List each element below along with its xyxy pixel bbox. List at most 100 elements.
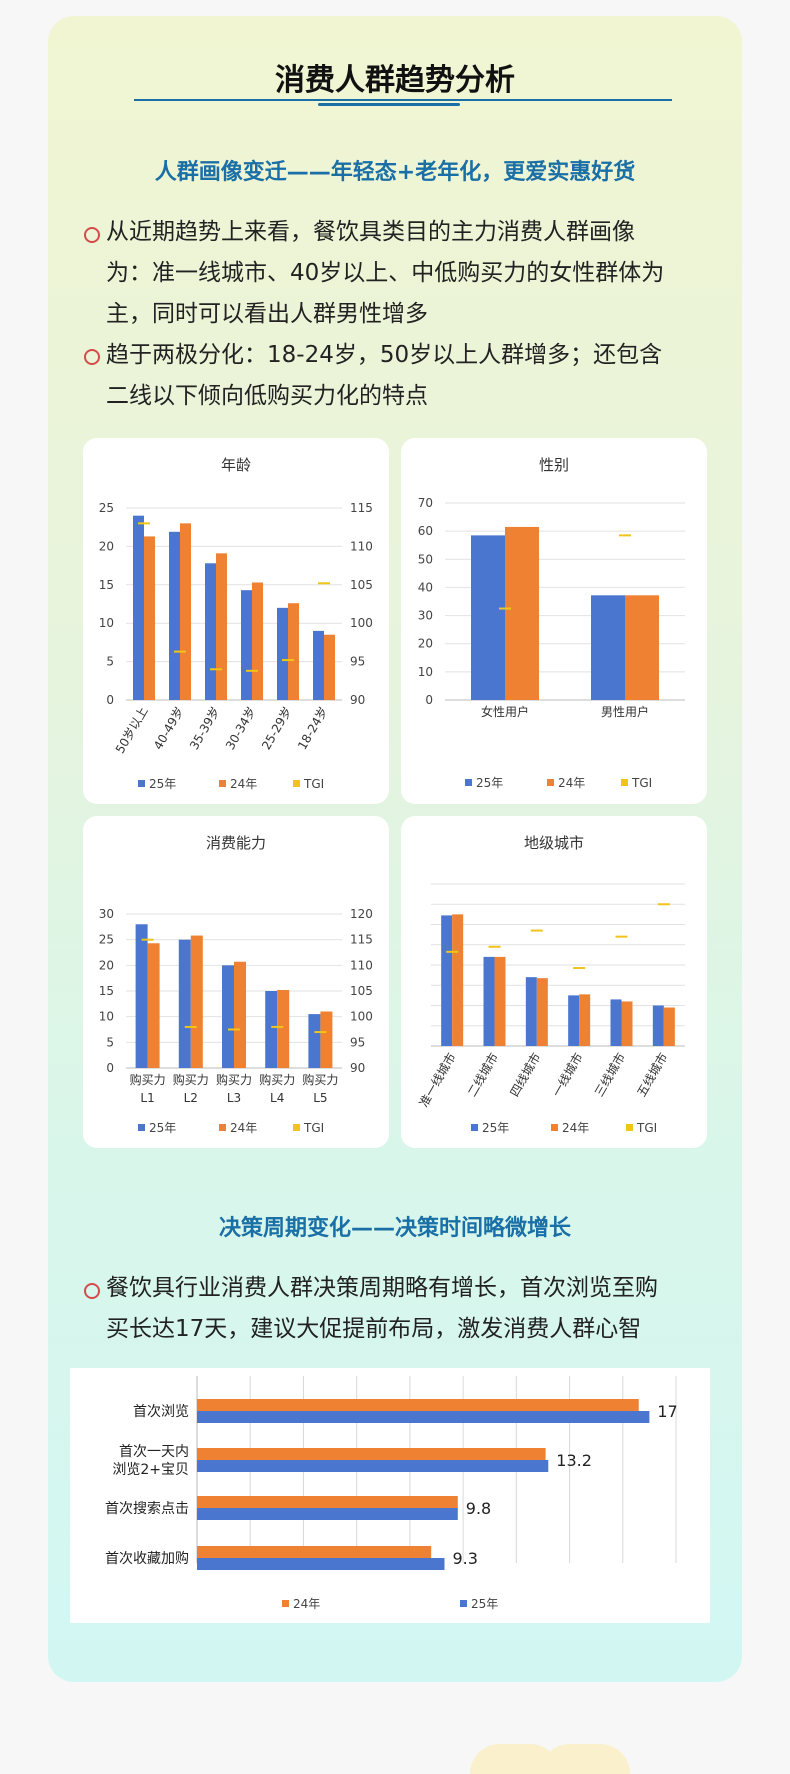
- text-line: 买长达17天，建议大促提前布局，激发消费人群心智: [106, 1316, 642, 1342]
- bar-24: [252, 582, 263, 700]
- bar-25: [568, 995, 580, 1046]
- text-line: 二线以下倾向低购买力化的特点: [106, 383, 428, 409]
- bar-24: [452, 914, 464, 1046]
- legend-swatch: [293, 1124, 300, 1131]
- text-line: 主，同时可以看出人群男性增多: [106, 301, 428, 327]
- bar-25: [135, 924, 148, 1068]
- x-tick-label: 购买力: [302, 1072, 338, 1087]
- y-tick-label: 10: [99, 616, 114, 630]
- y-tick-label: 20: [99, 958, 114, 972]
- decision-cycle-chart-panel: 17 首次浏览 13.2 首次一天内 浏览2+宝贝 9.8 首次搜索点击 9.3 首次收藏加购 2…: [70, 1368, 710, 1623]
- legend-label: 25年: [149, 777, 176, 791]
- bar-25: [277, 607, 288, 700]
- y-tick-label: 5: [106, 655, 114, 669]
- decorative-shape: [540, 1744, 630, 1774]
- category-label: 首次搜索点击: [105, 1500, 189, 1517]
- y2-tick-label: 105: [350, 578, 373, 592]
- y-tick-label: 0: [425, 693, 433, 707]
- bar-25: [178, 939, 191, 1068]
- gender-chart-panel: 性别 0 10 20 30 40 50 60 70 女性用户 男性用户 25年 24年 TGI: [401, 438, 707, 804]
- y2-tick-label: 95: [350, 1035, 365, 1049]
- chart-title: 年龄: [220, 456, 251, 474]
- x-tick-label: 四线城市: [506, 1050, 543, 1099]
- y-tick-label: 50: [418, 552, 433, 566]
- legend-swatch: [282, 1600, 289, 1607]
- bar-24: [324, 634, 335, 700]
- x-tick-label: 购买力: [216, 1072, 252, 1087]
- y-tick-label: 40: [418, 580, 433, 594]
- bar-24: [197, 1496, 458, 1508]
- y-tick-label: 60: [418, 524, 433, 538]
- legend-swatch: [460, 1600, 467, 1607]
- legend-label: 24年: [293, 1597, 320, 1611]
- y2-tick-label: 100: [350, 616, 373, 630]
- bar-25: [222, 965, 234, 1068]
- y-tick-label: 15: [99, 984, 114, 998]
- bar-24: [320, 1011, 333, 1068]
- purchasing-power-chart-panel: 消费能力 0 5 10 15 20 25 30 90 95 100 105 110 115 120 购买力 L…: [83, 816, 389, 1148]
- x-tick-label: 购买力: [130, 1072, 166, 1087]
- bar-25: [471, 535, 505, 700]
- bar-25: [441, 915, 453, 1046]
- x-tick-label: 50岁以上: [112, 704, 151, 756]
- legend-label: 25年: [482, 1121, 509, 1135]
- chart-title: 地级城市: [523, 834, 584, 852]
- bar-24: [197, 1399, 639, 1411]
- age-chart: 0 5 10 15 20 25 90 95 100 105 110 115 50岁以上 40-49岁 35-…: [99, 501, 373, 791]
- bar-25: [197, 1411, 650, 1423]
- x-tick-label: 五线城市: [633, 1050, 670, 1099]
- bar-24: [180, 523, 191, 700]
- bar-24: [579, 994, 591, 1046]
- x-tick-label: 三线城市: [591, 1050, 628, 1099]
- page-title: 消费人群趋势分析: [275, 63, 515, 98]
- bar-25: [265, 991, 278, 1068]
- age-chart-panel: 年龄 0 5 10 15 20 25 90 95 100 105 110 115 50岁以上 40-49岁…: [83, 438, 389, 804]
- bullet-icon: [84, 1283, 100, 1299]
- legend-swatch: [138, 780, 145, 787]
- text-line: 为：准一线城市、40岁以上、中低购买力的女性群体为: [106, 260, 665, 286]
- y-tick-label: 30: [418, 609, 433, 623]
- x-tick-label: L4: [270, 1091, 284, 1105]
- bar-24: [147, 943, 160, 1068]
- y-tick-label: 5: [106, 1035, 114, 1049]
- legend-label: 25年: [471, 1597, 498, 1611]
- y-tick-label: 25: [99, 933, 114, 947]
- category-label: 首次一天内: [119, 1444, 189, 1460]
- bullet-icon: [84, 227, 100, 243]
- x-tick-label: 男性用户: [601, 704, 649, 719]
- y2-tick-label: 100: [350, 1010, 373, 1024]
- bar-24: [197, 1448, 546, 1460]
- y-tick-label: 0: [106, 1061, 114, 1075]
- y-tick-label: 30: [99, 907, 114, 921]
- bar-24: [663, 1007, 675, 1046]
- title-underline: [134, 99, 672, 101]
- category-label: 首次收藏加购: [105, 1551, 189, 1567]
- legend-swatch: [626, 1124, 633, 1131]
- y2-tick-label: 105: [350, 984, 373, 998]
- bar-25: [197, 1460, 549, 1472]
- bar-24: [144, 536, 155, 700]
- legend-label: 24年: [230, 1121, 257, 1135]
- purchasing-power-chart: 0 5 10 15 20 25 30 90 95 100 105 110 115 120 购买力 L1 购买力 L…: [99, 907, 373, 1135]
- legend-swatch: [293, 780, 300, 787]
- y-tick-label: 25: [99, 501, 114, 515]
- legend-swatch: [465, 779, 472, 786]
- bar-24: [621, 1001, 633, 1046]
- x-tick-label: L3: [227, 1091, 241, 1105]
- text-line: 餐饮具行业消费人群决策周期略有增长，首次浏览至购: [106, 1275, 658, 1301]
- bar-24: [536, 978, 548, 1046]
- bar-24: [234, 961, 246, 1068]
- bar-25: [197, 1508, 458, 1520]
- bar-25: [591, 595, 625, 700]
- bar-25: [313, 630, 324, 700]
- bar-25: [241, 590, 252, 700]
- bar-25: [169, 531, 180, 700]
- y-tick-label: 10: [99, 1010, 114, 1024]
- section-title-decision: 决策周期变化——决策时间略微增长: [218, 1216, 571, 1241]
- data-label: 17: [657, 1402, 677, 1421]
- y-tick-label: 70: [418, 496, 433, 510]
- bar-25: [652, 1005, 664, 1046]
- y2-tick-label: 90: [350, 1061, 365, 1075]
- bar-25: [205, 563, 216, 700]
